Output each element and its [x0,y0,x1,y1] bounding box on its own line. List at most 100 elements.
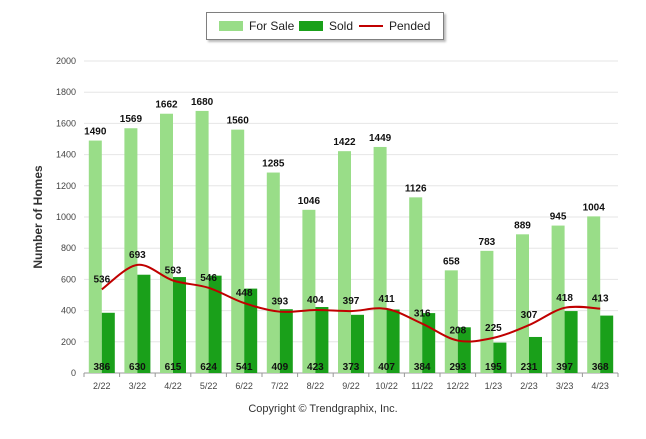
y-tick-label: 1200 [56,181,76,191]
data-label-sold: 423 [307,362,324,373]
data-label-for-sale: 783 [479,237,496,248]
data-label-for-sale: 945 [550,212,567,223]
bar-for-sale [587,216,601,373]
data-label-sold: 409 [271,362,288,373]
data-label-for-sale: 1126 [405,183,427,194]
x-tick-label: 11/22 [411,381,433,391]
data-label-for-sale: 889 [514,220,531,231]
legend: For Sale Sold Pended [206,12,444,40]
y-tick-label: 1600 [56,118,76,128]
y-tick-label: 600 [61,274,76,284]
bar-sold [600,315,614,373]
bar-sold [457,327,471,373]
data-label-pended: 546 [200,273,217,284]
data-label-for-sale: 1680 [191,97,214,108]
data-label-for-sale: 1422 [333,137,356,148]
data-label-for-sale: 658 [443,256,460,267]
data-label-pended: 393 [271,297,288,308]
y-tick-label: 1800 [56,87,76,97]
bar-for-sale [551,225,565,373]
bar-for-sale [409,197,423,373]
y-tick-label: 1400 [56,150,76,160]
bar-sold [493,342,507,373]
bar-sold [101,312,115,373]
x-tick-label: 10/22 [375,381,398,391]
x-tick-label: 8/22 [307,381,325,391]
bar-sold [315,307,329,373]
data-label-for-sale: 1569 [120,114,143,125]
bar-for-sale [338,151,351,373]
legend-swatch-sold [299,21,323,31]
bar-sold [244,288,258,373]
bar-for-sale [231,129,245,373]
data-label-pended: 536 [93,274,110,285]
y-tick-label: 2000 [56,56,76,66]
x-tick-label: 9/22 [342,381,360,391]
bar-for-sale [373,146,387,373]
data-label-for-sale: 1560 [227,116,250,127]
bar-for-sale [88,140,102,373]
data-label-pended: 225 [485,323,502,334]
data-label-sold: 231 [521,362,538,373]
data-label-pended: 693 [129,250,146,261]
legend-label-for-sale: For Sale [249,19,295,33]
y-tick-label: 800 [61,243,76,253]
x-tick-label: 5/22 [200,381,218,391]
data-label-for-sale: 1285 [262,159,285,170]
bar-sold [386,309,400,373]
bar-sold [351,314,364,373]
data-label-for-sale: 1004 [583,202,606,213]
data-label-pended: 448 [236,288,253,299]
bar-sold [529,336,542,373]
x-tick-label: 1/23 [485,381,503,391]
data-label-pended: 208 [449,326,466,337]
bar-sold [208,275,222,373]
data-label-sold: 386 [93,362,110,373]
y-axis-label: Number of Homes [31,165,45,269]
bar-sold [173,277,186,373]
legend-swatch-pended [359,25,383,27]
data-label-for-sale: 1046 [298,196,321,207]
data-label-for-sale: 1490 [84,127,107,138]
data-label-sold: 195 [485,362,502,373]
x-tick-label: 4/23 [591,381,609,391]
x-tick-label: 4/22 [164,381,182,391]
y-tick-label: 400 [61,306,76,316]
bar-for-sale [160,113,173,373]
data-label-sold: 624 [200,362,217,373]
data-label-sold: 368 [592,362,609,373]
bar-sold [137,274,151,373]
copyright-text: Copyright © Trendgraphix, Inc. [248,403,398,415]
data-label-sold: 541 [236,362,253,373]
bar-for-sale [302,209,316,373]
data-label-pended: 593 [165,265,182,276]
bar-for-sale [195,110,209,374]
bar-sold [564,311,578,373]
data-label-pended: 397 [343,296,360,307]
legend-label-sold: Sold [329,19,354,33]
line-pended [101,263,601,343]
data-label-for-sale: 1449 [369,133,392,144]
data-label-sold: 615 [165,362,182,373]
data-label-pended: 411 [379,294,396,305]
data-label-sold: 397 [556,362,573,373]
x-tick-label: 3/23 [556,381,574,391]
x-tick-label: 12/22 [447,381,470,391]
data-label-sold: 293 [449,362,466,373]
data-label-sold: 630 [129,362,146,373]
data-label-pended: 418 [556,293,573,304]
x-tick-label: 3/22 [129,381,147,391]
data-label-pended: 316 [414,309,431,320]
y-tick-label: 0 [71,368,76,378]
y-tick-label: 1000 [56,212,76,222]
x-tick-label: 6/22 [235,381,253,391]
data-label-sold: 373 [343,362,360,373]
data-label-pended: 413 [592,294,609,305]
bar-for-sale [444,270,458,373]
x-tick-label: 7/22 [271,381,289,391]
data-label-sold: 384 [414,362,431,373]
bar-for-sale [480,250,494,373]
bar-sold [279,309,293,373]
